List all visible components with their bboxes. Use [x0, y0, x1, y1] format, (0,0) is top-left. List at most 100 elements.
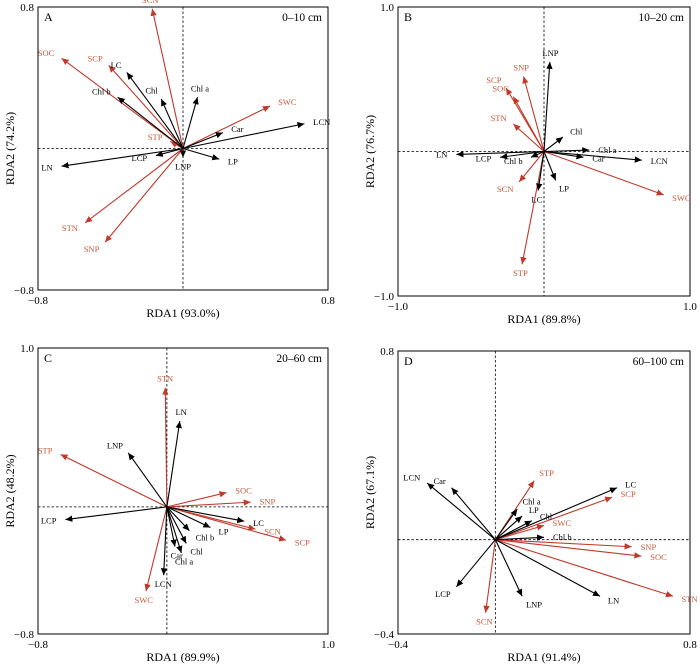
label-ln: LN — [436, 150, 447, 160]
label-swc: SWC — [135, 595, 154, 605]
panel-letter: B — [404, 10, 412, 24]
label-chl-a: Chl a — [598, 145, 616, 155]
label-chl-a: Chl a — [191, 84, 209, 94]
arrow-lcp — [155, 147, 184, 157]
x-tick-label: 0.8 — [321, 295, 335, 307]
y-tick-label: −0.8 — [14, 285, 34, 297]
y-tick-label: −1.0 — [374, 291, 394, 303]
y-tick-label: 0.8 — [380, 346, 394, 358]
arrow-lc — [126, 72, 184, 149]
panel-a: A 0–10 cm −0.8 0.8 0.8 −0.8 RDA1 (93.0%) RDA2 (… — [3, 0, 335, 320]
y-axis-label: RDA2 (74.2%) — [3, 112, 17, 185]
label-scn: SCN — [497, 184, 514, 194]
label-car: Car — [171, 550, 183, 560]
label-car: Car — [592, 154, 604, 164]
x-axis-label: RDA1 (89.8%) — [507, 312, 580, 326]
label-snp: SNP — [513, 63, 529, 73]
y-tick-label: 1.0 — [380, 2, 394, 14]
arrow-ln — [61, 147, 184, 169]
label-soc: SOC — [492, 84, 509, 94]
arrow-soc — [166, 491, 227, 508]
label-scn: SCN — [476, 617, 493, 627]
label-stn: STN — [157, 374, 173, 384]
label-scp: SCP — [486, 75, 501, 85]
label-lcn: LCN — [313, 117, 330, 127]
depth-label: 20–60 cm — [276, 353, 322, 365]
label-lp: LP — [529, 505, 539, 515]
panel-letter: A — [44, 10, 53, 24]
arrow-chl-a — [494, 508, 518, 540]
arrow-chl-b — [530, 150, 545, 158]
arrow-stp — [60, 453, 168, 508]
arrow-lnp — [543, 61, 553, 152]
label-ln: LN — [41, 162, 52, 172]
arrow-snp — [104, 148, 184, 243]
x-tick-label: −1.0 — [388, 301, 408, 313]
label-stn: STN — [491, 113, 507, 123]
arrow-car — [451, 487, 496, 541]
x-tick-label: −0.8 — [28, 295, 48, 307]
arrow-chl — [160, 98, 184, 149]
arrow-stn — [512, 123, 545, 152]
arrow-scp — [166, 506, 287, 542]
arrow-stn — [495, 539, 674, 598]
label-soc: SOC — [38, 48, 55, 58]
label-chl: Chl — [145, 86, 158, 96]
arrow-lcn — [182, 122, 305, 150]
panel-d: D 60–100 cm −0.4 0.8 0.8 −0.4 RDA1 (91.4%) RDA2… — [363, 346, 698, 664]
arrow-chl-a — [166, 506, 183, 554]
label-lcn: LCN — [651, 156, 668, 166]
arrow-swc — [144, 506, 168, 592]
label-lc: LC — [531, 194, 542, 204]
label-chl: Chl — [570, 127, 583, 137]
arrow-car — [182, 132, 224, 150]
label-lcp: LCP — [476, 153, 492, 163]
label-stp: STP — [539, 468, 554, 478]
label-ln: LN — [608, 596, 619, 606]
arrow-chl-b — [495, 534, 545, 541]
arrow-scp — [108, 65, 184, 149]
label-swc: SWC — [672, 193, 691, 203]
arrow-scn — [150, 8, 184, 149]
x-tick-label: −0.8 — [28, 639, 48, 651]
x-axis-label: RDA1 (93.0%) — [146, 306, 219, 320]
label-lcp: LCP — [435, 589, 451, 599]
arrow-lcn — [426, 482, 496, 541]
arrow-lp — [182, 147, 220, 161]
y-tick-label: 0.8 — [20, 2, 34, 14]
arrow-lc — [166, 506, 245, 524]
arrow-lnp — [127, 452, 168, 508]
label-chl-b: Chl b — [553, 532, 572, 542]
arrow-scn — [483, 539, 496, 613]
label-stn: STN — [62, 223, 78, 233]
label-car: Car — [433, 476, 445, 486]
arrow-lnp — [494, 539, 523, 597]
label-chl: Chl — [540, 512, 553, 522]
x-axis-label: RDA1 (89.9%) — [146, 650, 219, 664]
arrow-snp — [166, 499, 251, 508]
arrow-snp — [495, 539, 632, 550]
label-chl-a: Chl a — [175, 557, 193, 567]
label-stp: STP — [513, 268, 528, 278]
y-axis-label: RDA2 (76.7%) — [363, 115, 377, 188]
arrow-lp — [494, 515, 523, 541]
plot-frame — [397, 350, 691, 635]
label-lp: LP — [228, 157, 238, 167]
arrow-lcn — [160, 506, 168, 576]
y-tick-label: −0.8 — [14, 629, 34, 641]
label-lcn: LCN — [155, 579, 172, 589]
label-lc: LC — [111, 60, 122, 70]
arrow-scn — [518, 151, 545, 183]
arrow-ln — [495, 539, 601, 597]
plot-frame — [37, 347, 329, 635]
label-lnp: LNP — [175, 161, 191, 171]
arrow-car — [166, 506, 177, 547]
arrow-soc — [512, 96, 545, 152]
arrow-chl-a — [182, 97, 199, 149]
arrow-chl-b — [166, 506, 190, 532]
label-lp: LP — [219, 526, 229, 536]
arrow-swc — [543, 150, 664, 196]
arrow-chl — [166, 506, 187, 544]
label-stp: STP — [148, 132, 163, 142]
y-axis-label: RDA2 (48.2%) — [3, 454, 17, 527]
